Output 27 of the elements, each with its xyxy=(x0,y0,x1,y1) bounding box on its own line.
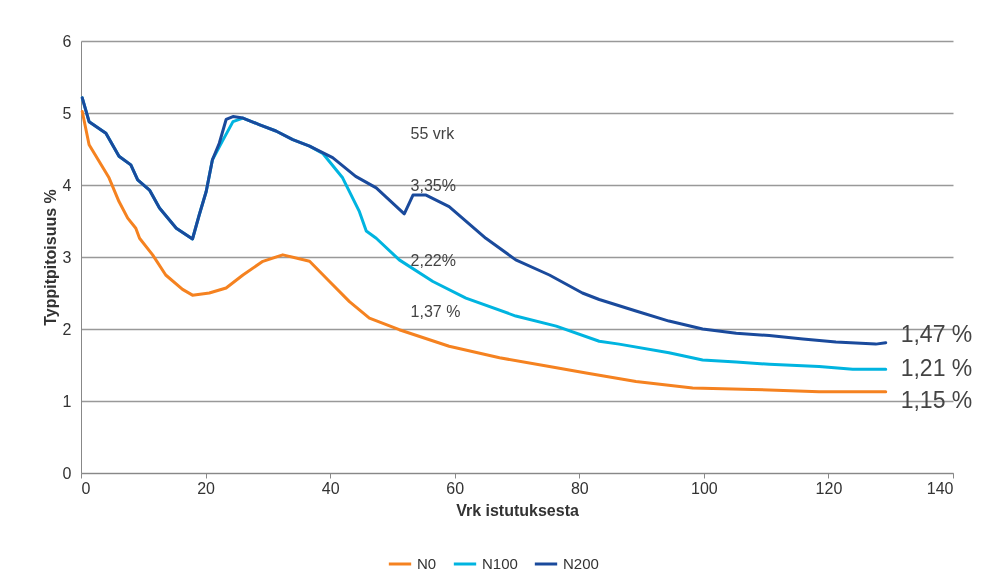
x-axis-title: Vrk istutuksesta xyxy=(456,501,579,519)
y-tick-label: 4 xyxy=(62,176,72,194)
legend-label: N0 xyxy=(417,555,437,572)
annotation: 1,47 % xyxy=(900,320,973,347)
annotation: 1,21 % xyxy=(900,355,973,382)
annotation: 1,37 % xyxy=(410,303,461,320)
x-tick-label: 120 xyxy=(815,479,843,497)
x-tick-label: 100 xyxy=(691,479,718,497)
x-tick-label: 60 xyxy=(446,479,465,497)
x-tick-label: 20 xyxy=(197,479,216,497)
y-axis-title: Typpitpitoisuus % xyxy=(41,189,59,326)
y-tick-label: 6 xyxy=(62,32,72,50)
y-tick-label: 3 xyxy=(62,248,72,266)
annotation: 2,22% xyxy=(410,252,456,269)
y-tick-label: 0 xyxy=(62,464,72,482)
x-tick-label: 0 xyxy=(81,479,91,497)
annotation: 1,15 % xyxy=(900,386,973,413)
x-tick-label: 40 xyxy=(321,479,340,497)
y-tick-label: 1 xyxy=(62,392,72,410)
annotation: 55 vrk xyxy=(410,125,456,142)
legend-label: N200 xyxy=(563,555,599,572)
annotation: 3,35% xyxy=(410,177,456,194)
legend-label: N100 xyxy=(482,555,518,572)
y-tick-label: 2 xyxy=(62,320,72,338)
y-tick-label: 5 xyxy=(62,104,72,122)
x-tick-label: 80 xyxy=(570,479,589,497)
x-tick-label: 140 xyxy=(926,479,954,497)
